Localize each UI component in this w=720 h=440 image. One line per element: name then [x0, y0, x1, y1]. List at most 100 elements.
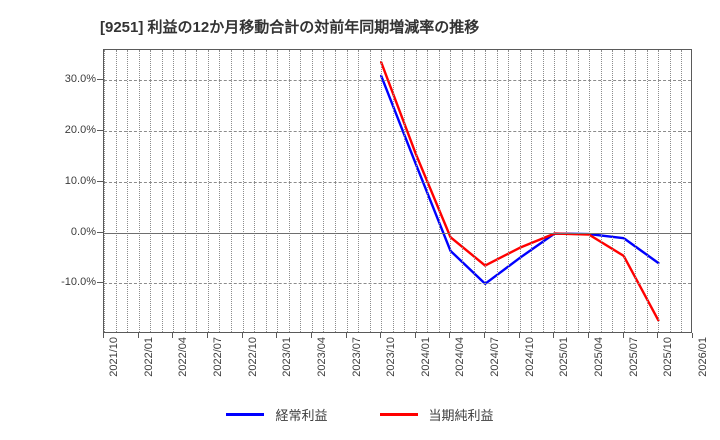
- x-axis-tick-label: 2026/01: [697, 337, 709, 377]
- gridline-vertical: [623, 50, 625, 332]
- y-axis-tick-mark: [97, 130, 103, 132]
- gridline-vertical: [669, 50, 671, 332]
- x-axis-tick-label: 2024/04: [454, 337, 467, 377]
- gridline-vertical: [265, 50, 267, 332]
- y-axis-tick-mark: [97, 79, 103, 81]
- x-axis-tick-label: 2024/07: [489, 337, 502, 377]
- y-axis: 30.0% 20.0% 10.0% 0.0% -10.0%: [38, 0, 96, 440]
- y-axis-tick-label: 10.0%: [64, 174, 96, 187]
- gridline-vertical: [519, 50, 521, 332]
- gridline-vertical: [392, 50, 394, 332]
- x-axis-tick-mark: [310, 333, 312, 338]
- x-axis-tick-mark: [276, 333, 278, 338]
- x-axis-tick-label: 2024/01: [419, 337, 432, 377]
- page-title: [9251] 利益の12か月移動合計の対前年同期増減率の推移: [100, 19, 480, 36]
- gridline-vertical: [415, 50, 417, 332]
- gridline-vertical: [161, 50, 163, 332]
- y-axis-tick-label: 30.0%: [64, 73, 96, 86]
- x-axis-tick-label: 2025/07: [627, 337, 640, 377]
- gridline-vertical: [277, 50, 279, 332]
- gridline-vertical: [635, 50, 637, 332]
- y-axis-tick-label: 20.0%: [64, 124, 96, 137]
- gridline-vertical: [104, 50, 105, 332]
- gridline-vertical: [358, 50, 360, 332]
- gridline-vertical: [300, 50, 302, 332]
- x-axis-tick-label: 2025/10: [662, 337, 675, 377]
- x-axis-tick-label: 2022/07: [211, 337, 224, 377]
- gridline-vertical: [207, 50, 209, 332]
- gridline-horizontal: [104, 131, 691, 133]
- gridline-vertical: [646, 50, 648, 332]
- gridline-vertical: [311, 50, 313, 332]
- x-axis-tick-mark: [449, 333, 451, 338]
- legend-swatch-icon: [226, 413, 265, 416]
- x-axis-tick-label: 2023/01: [281, 337, 294, 377]
- x-axis-tick-label: 2022/04: [177, 337, 190, 377]
- gridline-vertical: [323, 50, 325, 332]
- x-axis-tick-mark: [172, 333, 174, 338]
- y-axis-tick-mark: [97, 180, 103, 182]
- gridline-vertical: [496, 50, 498, 332]
- gridline-vertical: [427, 50, 429, 332]
- gridline-vertical: [115, 50, 117, 332]
- chart-legend: 経常利益 当期純利益: [0, 405, 720, 424]
- gridline-vertical: [184, 50, 186, 332]
- gridline-vertical: [231, 50, 233, 332]
- legend-item[interactable]: 経常利益: [226, 405, 328, 424]
- gridline-vertical: [612, 50, 614, 332]
- gridline-vertical: [462, 50, 464, 332]
- gridline-vertical: [150, 50, 152, 332]
- x-axis-tick-label: 2021/10: [108, 337, 120, 377]
- legend-swatch-icon: [379, 413, 418, 416]
- gridline-vertical: [531, 50, 533, 332]
- gridline-vertical: [242, 50, 244, 332]
- gridline-vertical: [346, 50, 348, 332]
- gridline-vertical: [173, 50, 175, 332]
- x-axis-tick-mark: [206, 333, 208, 338]
- gridline-vertical: [450, 50, 452, 332]
- x-axis-tick-mark: [103, 333, 104, 338]
- legend-item[interactable]: 当期純利益: [379, 405, 494, 424]
- y-axis-tick-label: 0.0%: [70, 225, 96, 238]
- legend-label: 経常利益: [275, 408, 328, 423]
- gridline-vertical: [288, 50, 290, 332]
- x-axis-tick-mark: [241, 333, 243, 338]
- x-axis-tick-mark: [588, 333, 590, 338]
- gridline-vertical: [681, 50, 683, 332]
- y-axis-tick-label: -10.0%: [61, 276, 96, 289]
- plot-area: [103, 49, 692, 333]
- gridline-vertical: [508, 50, 510, 332]
- series-lines: [379, 60, 660, 322]
- gridline-vertical: [589, 50, 591, 332]
- gridline-vertical: [334, 50, 336, 332]
- gridline-vertical: [438, 50, 440, 332]
- x-axis-tick-label: 2023/07: [350, 337, 363, 377]
- gridline-vertical: [600, 50, 602, 332]
- y-axis-tick-mark: [97, 231, 103, 233]
- x-axis-tick-mark: [657, 333, 659, 338]
- x-axis-tick-label: 2022/01: [142, 337, 155, 377]
- gridline-vertical: [658, 50, 660, 332]
- x-axis-tick-mark: [622, 333, 624, 338]
- gridline-vertical: [138, 50, 140, 332]
- gridline-vertical: [369, 50, 371, 332]
- x-axis-tick-mark: [692, 333, 693, 338]
- gridline-vertical: [473, 50, 475, 332]
- x-axis-tick-mark: [484, 333, 486, 338]
- x-axis-tick-label: 2023/10: [385, 337, 398, 377]
- gridline-vertical: [542, 50, 544, 332]
- x-axis-tick-mark: [137, 333, 139, 338]
- x-axis-tick-label: 2025/04: [593, 337, 606, 377]
- x-axis-tick-label: 2025/01: [558, 337, 571, 377]
- gridline-vertical: [127, 50, 129, 332]
- gridline-vertical: [485, 50, 487, 332]
- gridline-vertical: [565, 50, 567, 332]
- zero-line: [104, 232, 691, 234]
- gridline-vertical: [404, 50, 406, 332]
- gridline-vertical: [577, 50, 579, 332]
- gridline-vertical: [254, 50, 256, 332]
- legend-label: 当期純利益: [428, 408, 494, 423]
- gridline-vertical: [196, 50, 198, 332]
- x-axis-tick-mark: [553, 333, 555, 338]
